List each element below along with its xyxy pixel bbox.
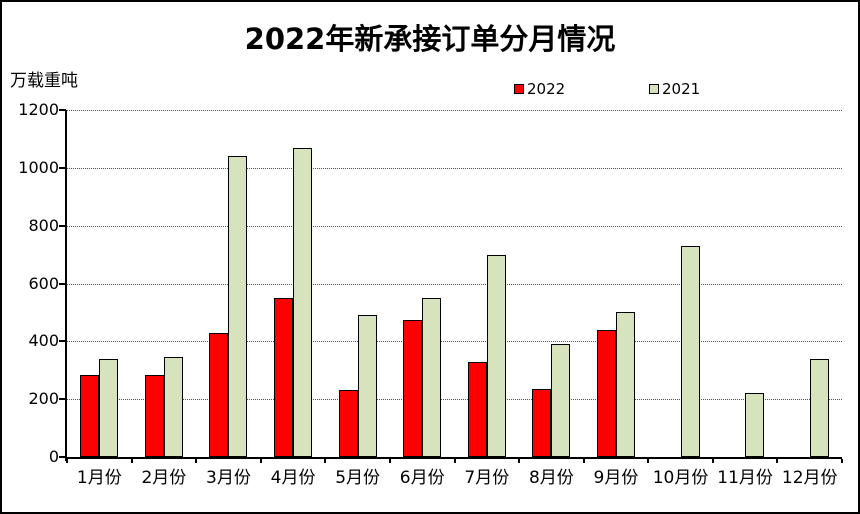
x-axis-tick xyxy=(195,459,198,463)
bar-2022-6月份 xyxy=(403,320,423,457)
x-category-label-11月份: 11月份 xyxy=(717,468,773,488)
y-tick-label-1200: 1200 xyxy=(18,100,59,119)
y-axis-tick-1200 xyxy=(59,109,66,111)
y-axis-tick-400 xyxy=(59,340,66,343)
y-tick-label-0: 0 xyxy=(48,447,59,466)
x-category-label-6月份: 6月份 xyxy=(399,468,445,488)
x-axis-tick xyxy=(776,459,779,463)
y-tick-label-400: 400 xyxy=(28,331,59,351)
x-axis-line xyxy=(65,457,842,459)
bar-2022-7月份 xyxy=(467,362,487,457)
x-category-label-12月份: 12月份 xyxy=(781,468,838,488)
y-tick-label-600: 600 xyxy=(28,273,59,293)
bar-2021-7月份 xyxy=(486,255,506,457)
legend-swatch-2022-icon xyxy=(514,84,524,94)
x-axis-tick xyxy=(518,459,521,463)
x-axis-tick xyxy=(130,459,133,463)
y-tick-label-800: 800 xyxy=(28,215,59,235)
chart-title: 2022年新承接订单分月情况 xyxy=(244,22,616,56)
y-axis-unit-label: 万载重吨 xyxy=(10,71,78,91)
bar-2022-1月份 xyxy=(80,375,100,457)
x-category-label-7月份: 7月份 xyxy=(464,468,510,488)
x-axis-tick xyxy=(388,459,391,463)
bar-2022-8月份 xyxy=(532,389,552,457)
x-category-label-1月份: 1月份 xyxy=(76,468,122,488)
x-axis-tick xyxy=(647,459,650,463)
plot-area xyxy=(59,109,843,463)
bar-2021-4月份 xyxy=(293,148,313,457)
x-axis-tick xyxy=(841,459,843,463)
y-axis-tick-1000 xyxy=(59,166,66,169)
gridline-1000 xyxy=(67,167,842,169)
bar-2021-1月份 xyxy=(99,359,119,457)
legend-label-2022: 2022 xyxy=(527,80,566,98)
x-axis-tick xyxy=(711,459,714,463)
y-axis-tick-200 xyxy=(59,398,66,401)
y-tick-label-1000: 1000 xyxy=(18,157,59,177)
legend-label-2021: 2021 xyxy=(662,80,701,98)
bar-2022-5月份 xyxy=(338,390,358,457)
bar-2021-2月份 xyxy=(163,357,183,457)
legend-swatch-2021-icon xyxy=(649,84,659,94)
bar-2021-3月份 xyxy=(228,156,248,457)
x-axis-tick xyxy=(259,459,262,463)
legend-item-2022: 2022 xyxy=(514,80,566,98)
x-axis-labels: 1月份 2月份 3月份 4月份 5月份 6月份 7月份 8月份 9月份 10月份 11月份 12月份 xyxy=(67,463,842,488)
gridline-400 xyxy=(67,341,842,343)
x-category-label-9月份: 9月份 xyxy=(593,468,639,488)
bar-2021-10月份 xyxy=(680,246,700,457)
x-category-label-3月份: 3月份 xyxy=(206,468,251,488)
bar-2021-11月份 xyxy=(745,393,765,457)
y-axis-line xyxy=(65,110,67,461)
bar-2022-9月份 xyxy=(596,330,616,457)
x-category-label-5月份: 5月份 xyxy=(335,468,381,488)
bar-2021-9月份 xyxy=(615,312,635,457)
y-axis-tick-800 xyxy=(59,224,66,227)
gridline-200 xyxy=(67,399,842,401)
x-category-label-2月份: 2月份 xyxy=(141,468,187,488)
bar-2021-8月份 xyxy=(551,344,571,457)
bar-2021-5月份 xyxy=(357,315,377,457)
bar-2021-6月份 xyxy=(422,298,442,457)
bar-2022-4月份 xyxy=(274,298,294,457)
y-axis-tick-600 xyxy=(59,282,66,285)
x-axis-tick xyxy=(582,459,585,463)
bar-2021-12月份 xyxy=(809,359,829,457)
x-category-label-8月份: 8月份 xyxy=(528,468,574,488)
gridline-800 xyxy=(67,225,842,227)
x-axis-tick xyxy=(66,459,68,463)
legend-item-2021: 2021 xyxy=(649,80,701,98)
gridline-600 xyxy=(67,283,842,285)
y-tick-label-200: 200 xyxy=(28,389,59,409)
bar-2022-3月份 xyxy=(209,333,229,457)
y-axis-labels: 0 200 400 600 800 1000 1200 xyxy=(2,2,59,512)
bar-2022-2月份 xyxy=(144,375,164,457)
x-axis-tick xyxy=(453,459,456,463)
x-axis-tick xyxy=(324,459,327,463)
x-category-label-4月份: 4月份 xyxy=(270,468,316,488)
y-axis-tick-0 xyxy=(59,456,66,458)
gridline-1200 xyxy=(67,110,842,111)
x-category-label-10月份: 10月份 xyxy=(652,468,709,488)
